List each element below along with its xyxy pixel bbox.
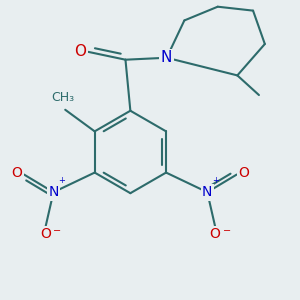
- Text: +: +: [212, 176, 219, 185]
- Text: O: O: [40, 227, 51, 242]
- Text: N: N: [48, 185, 59, 199]
- Text: O: O: [238, 166, 249, 180]
- Text: O: O: [210, 227, 220, 242]
- Text: CH₃: CH₃: [52, 91, 75, 104]
- Text: −: −: [223, 226, 231, 236]
- Text: N: N: [161, 50, 172, 65]
- Text: N: N: [161, 50, 172, 65]
- Text: −: −: [53, 226, 62, 236]
- Text: O: O: [12, 166, 22, 180]
- Text: O: O: [74, 44, 86, 59]
- Text: +: +: [58, 176, 65, 185]
- Text: N: N: [202, 185, 212, 199]
